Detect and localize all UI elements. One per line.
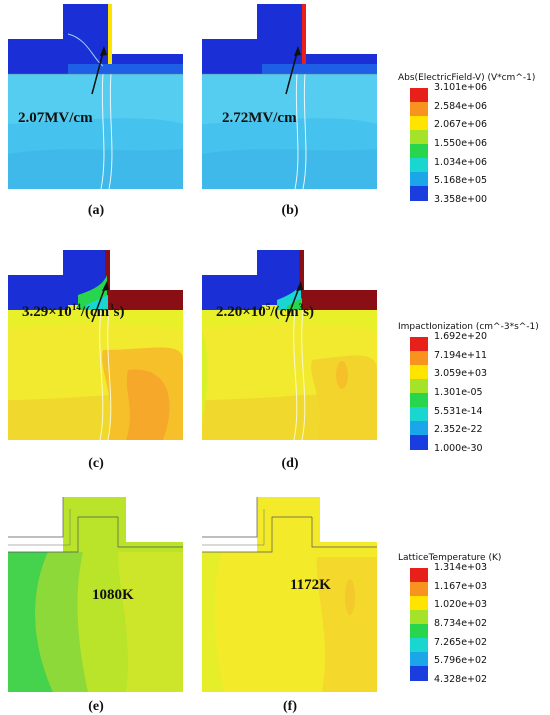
panel-b <box>202 4 377 189</box>
annotation-b: 2.72MV/cm <box>222 110 297 126</box>
legend-impact-label: 2.352e-22 <box>434 424 483 436</box>
legend-title-temp: LatticeTemperature (K) <box>398 553 502 563</box>
annotation-c-exp: 14 <box>71 302 81 312</box>
legend-impact-label: 3.059e+03 <box>434 368 488 380</box>
annotation-a: 2.07MV/cm <box>18 110 93 126</box>
annotation-c-unit: /(cm <box>80 304 110 320</box>
legend-impact-label: 1.000e-30 <box>434 443 483 454</box>
legend-impact-swatch <box>410 393 428 408</box>
legend-field-swatch <box>410 102 428 117</box>
annotation-d-exp: 5 <box>265 302 271 312</box>
legend-impact-swatch <box>410 421 428 436</box>
legend-field-swatch <box>410 186 428 201</box>
caption-c: (c) <box>88 456 104 471</box>
legend-impact-swatch <box>410 407 428 422</box>
legend-field-label: 1.550e+06 <box>434 138 488 149</box>
annotation-d-unit: /(cm <box>270 304 299 320</box>
legend-field-label: 3.101e+06 <box>434 82 488 93</box>
annotation-e: 1080K <box>92 587 134 603</box>
caption-f: (f) <box>283 699 297 714</box>
caption-e: (e) <box>88 699 104 714</box>
annotation-c-base: 3.29×10 <box>22 304 72 320</box>
legend-temp-swatch <box>410 652 428 667</box>
legend-field-swatch <box>410 116 428 131</box>
caption-b: (b) <box>281 203 299 218</box>
caption-d: (d) <box>281 456 299 471</box>
legend-temp-label: 7.265e+02 <box>434 636 488 648</box>
legend-impact-label: 1.692e+20 <box>434 331 488 342</box>
legend-field-label: 2.584e+06 <box>434 100 488 112</box>
legend-impact-label: 1.301e-05 <box>434 387 483 398</box>
legend-field-label: 3.358e+00 <box>434 194 488 205</box>
legend-temp-swatch <box>410 666 428 681</box>
legend-impact-label: 5.531e-14 <box>434 405 483 417</box>
annotation-d-tail: s) <box>303 304 314 320</box>
legend-field-swatch <box>410 158 428 173</box>
legend-temp-swatch <box>410 624 428 639</box>
legend-temp-label: 4.328e+02 <box>434 674 488 685</box>
legend-temp-swatch <box>410 638 428 653</box>
panel-f <box>202 497 377 692</box>
annotation-c-tail: s) <box>113 304 125 320</box>
caption-a: (a) <box>87 203 105 218</box>
legend-field-swatch <box>410 130 428 145</box>
annotation-f: 1172K <box>290 577 331 593</box>
legend-title-field: Abs(ElectricField-V) (V*cm^-1) <box>398 73 536 83</box>
annotation-d: 2.20×105/(cm3s) <box>216 302 314 321</box>
annotation-c-unit-exp: 3 <box>109 302 114 312</box>
panel-d <box>202 250 377 440</box>
legend-impact-swatch <box>410 435 428 450</box>
legend-impact-swatch <box>410 365 428 380</box>
legend-field-swatch <box>410 144 428 159</box>
annotation-c: 3.29×1014/(cm3s) <box>22 302 124 321</box>
legend-title-impact: ImpactIonization (cm^-3*s^-1) <box>398 322 539 332</box>
legend-field-label: 2.067e+06 <box>434 119 488 131</box>
panel-a <box>8 4 183 189</box>
legend-temp-label: 1.167e+03 <box>434 580 488 592</box>
legend-impact-swatch <box>410 379 428 394</box>
legend-temp-swatch <box>410 582 428 597</box>
legend-field-label: 1.034e+06 <box>434 156 488 168</box>
legend-temp-label: 1.020e+03 <box>434 599 488 611</box>
legend-temp-swatch <box>410 610 428 625</box>
legend-temp-swatch <box>410 596 428 611</box>
legend-field-swatch <box>410 88 428 103</box>
annotation-d-unit-exp: 3 <box>298 302 304 312</box>
legend-impact-swatch <box>410 351 428 366</box>
legend-temp-swatch <box>410 568 428 583</box>
annotation-d-base: 2.20×10 <box>216 304 266 320</box>
legend-temp-label: 1.314e+03 <box>434 562 488 573</box>
legend-field-label: 5.168e+05 <box>434 175 488 187</box>
legend-temp-label: 8.734e+02 <box>434 618 488 629</box>
legend-field-swatch <box>410 172 428 187</box>
legend-impact-label: 7.194e+11 <box>434 349 488 361</box>
legend-impact-swatch <box>410 337 428 352</box>
panel-c <box>8 250 183 440</box>
panel-e <box>8 497 183 692</box>
legend-temp-label: 5.796e+02 <box>434 655 488 667</box>
